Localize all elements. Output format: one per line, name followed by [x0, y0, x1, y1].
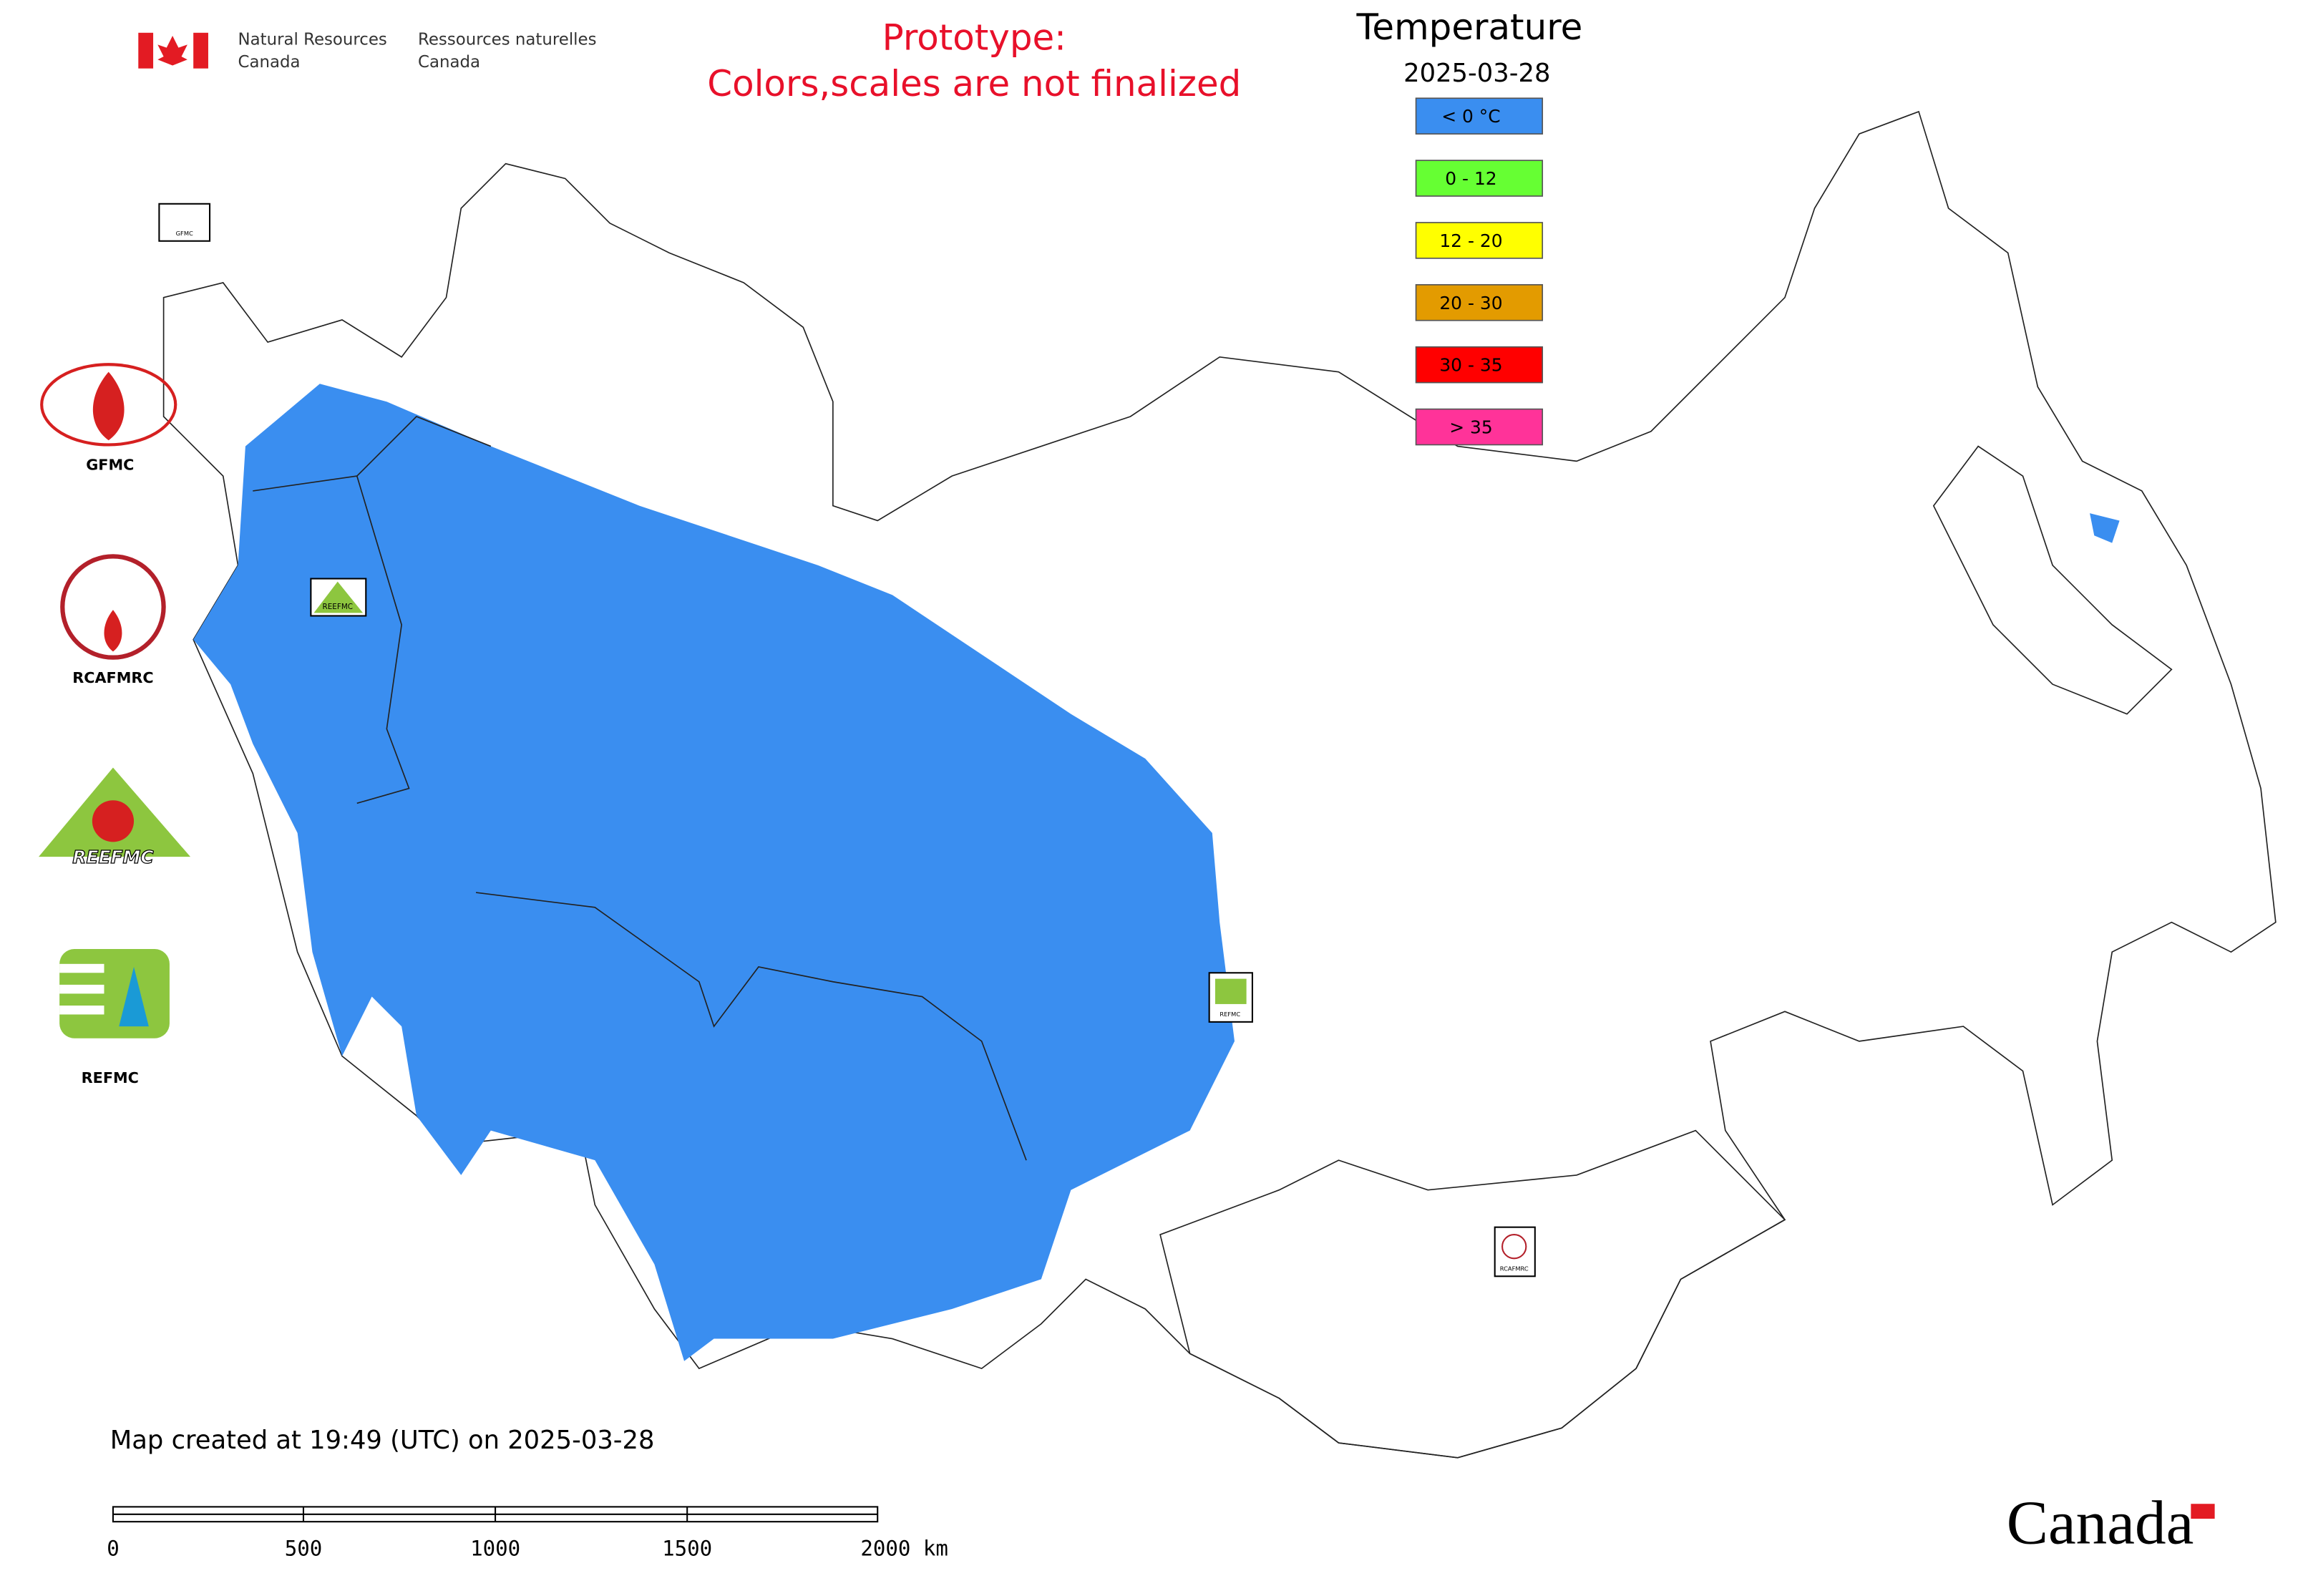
marker-label: REFMC [1219, 1011, 1240, 1018]
legend: < 0 °C 0 - 12 12 - 20 20 - 30 30 - 35 > 35 [1415, 97, 1544, 446]
marker-label: RCAFMRC [1500, 1265, 1529, 1272]
legend-label: 20 - 30 [1439, 293, 1502, 313]
mongolia-outline [1159, 1129, 1786, 1459]
canada-wordmark: Canada [2007, 1488, 2194, 1557]
logo-label: GFMC [86, 457, 134, 474]
logo-label: REFMC [82, 1069, 139, 1086]
legend-label: 12 - 20 [1439, 230, 1502, 251]
created-note: Map created at 19:49 (UTC) on 2025-03-28 [110, 1426, 655, 1455]
kamchatka-outline [1932, 445, 2173, 715]
legend-swatch [1415, 97, 1544, 135]
temperature-area [193, 384, 1235, 1361]
scale-label: 1000 [470, 1537, 520, 1561]
map-marker: GFMC [158, 203, 211, 242]
agency-fr: Ressources naturelles [418, 31, 596, 49]
legend-label: 30 - 35 [1439, 355, 1502, 376]
flag-bar [193, 32, 208, 69]
wordmark-flag [2191, 1504, 2215, 1519]
map-marker: RCAFMRC [1494, 1226, 1536, 1278]
agency-fr: Canada [418, 53, 480, 72]
legend-label: < 0 °C [1441, 106, 1500, 127]
logo-label: RCAFMRC [72, 669, 153, 686]
agency-en: Natural Resources [238, 31, 387, 49]
logo: RCAFMRC [60, 554, 166, 686]
border-line [253, 416, 1027, 1161]
logo: REEFMC [39, 767, 191, 868]
logo-label: REEFMC [72, 847, 154, 867]
scale-label: 500 [285, 1537, 323, 1561]
map-marker: REEFMC [310, 578, 367, 617]
legend-label: > 35 [1449, 417, 1493, 438]
agency-en: Canada [238, 53, 301, 72]
temperature-area [2090, 513, 2120, 543]
flag-leaf [157, 35, 188, 66]
legend-swatch [1415, 408, 1544, 446]
logo: REFMC [59, 949, 170, 1086]
notice: Prototype: [882, 17, 1066, 59]
marker-label: GFMC [176, 230, 193, 237]
map-marker: REFMC [1208, 972, 1253, 1023]
scale-label: 0 [107, 1537, 120, 1561]
legend-swatch [1415, 346, 1544, 384]
legend-date: 2025-03-28 [1403, 59, 1550, 88]
notice: Colors,scales are not finalized [707, 63, 1241, 104]
land-outline [162, 110, 2277, 1459]
flag-bar [138, 32, 154, 69]
scale-labels: 0 500 1000 1500 2000 km [107, 1537, 948, 1561]
legend-swatch [1415, 160, 1544, 197]
logo: GFMC [40, 363, 177, 474]
scale-bar [112, 1506, 879, 1523]
legend-label: 0 - 12 [1445, 168, 1496, 189]
marker-label: REEFMC [323, 603, 353, 611]
legend-swatch [1415, 284, 1544, 321]
legend-title: Temperature [1355, 6, 1582, 48]
scale-label: 1500 [662, 1537, 712, 1561]
legend-swatch [1415, 222, 1544, 259]
scale-label: 2000 km [860, 1537, 948, 1561]
